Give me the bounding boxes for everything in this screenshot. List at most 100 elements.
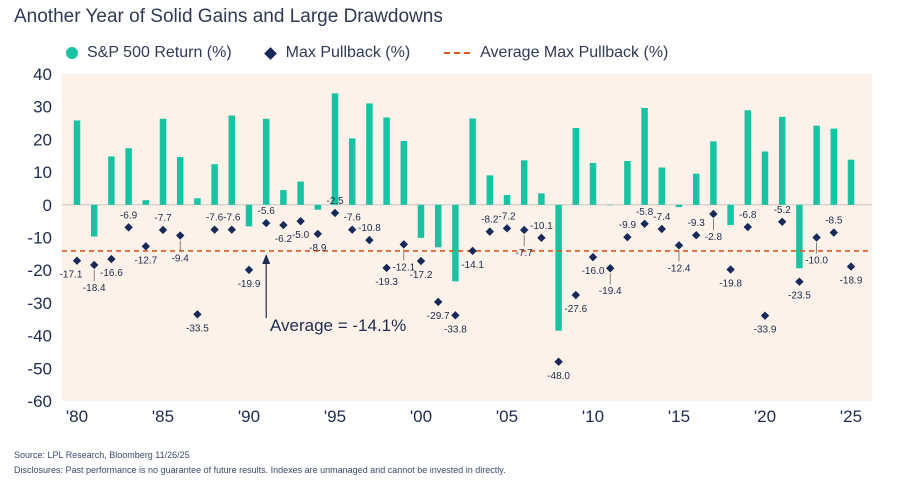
return-bar (813, 125, 820, 205)
x-tick-label: '15 (668, 407, 690, 426)
legend-label-returns: S&P 500 Return (%) (87, 44, 232, 61)
pullback-diamond (176, 231, 185, 240)
pullback-diamond (124, 223, 133, 232)
return-bar (624, 160, 631, 205)
return-bar (469, 118, 476, 205)
pullback-diamond (812, 233, 821, 242)
return-bar (228, 115, 236, 205)
return-bar (434, 204, 442, 248)
pullback-diamond (296, 216, 305, 226)
return-bar (245, 204, 253, 227)
x-tick-label: '05 (496, 407, 518, 426)
pullback-label: -33.5 (186, 323, 209, 334)
average-annotation: Average = -14.1% (270, 316, 406, 335)
return-bar (125, 148, 132, 205)
y-tick-label: 0 (43, 196, 52, 215)
return-bar (606, 204, 614, 206)
pullback-label: -5.8 (636, 207, 654, 218)
pullback-diamond (72, 256, 82, 265)
pullback-label: -14.1 (461, 260, 484, 271)
return-bar (520, 160, 528, 205)
pullback-diamond (623, 232, 632, 242)
pullback-label: -8.9 (309, 243, 327, 254)
legend-dash-icon (444, 52, 471, 54)
pullback-diamond (434, 297, 443, 307)
return-bar (658, 167, 666, 205)
return-bar (73, 120, 81, 205)
pullback-label: -33.9 (754, 325, 777, 336)
x-tick-label: '90 (238, 407, 260, 426)
pullback-label: -5.6 (258, 206, 276, 217)
pullback-label: -18.9 (840, 276, 863, 287)
return-bar (538, 193, 545, 205)
pullback-diamond (451, 311, 460, 320)
pullback-diamond (606, 264, 615, 273)
pullback-label: -10.8 (358, 223, 381, 234)
plot-background (62, 74, 872, 401)
return-bar (314, 204, 322, 210)
y-tick-label: -50 (27, 359, 52, 378)
y-tick-label: -20 (27, 261, 52, 280)
pullback-diamond (571, 290, 580, 300)
y-tick-label: -60 (27, 392, 52, 411)
return-bar (727, 204, 734, 226)
pullback-label: -12.7 (134, 255, 157, 266)
pullback-diamond (90, 260, 99, 270)
chart-title: Another Year of Solid Gains and Large Dr… (14, 6, 443, 27)
pullback-diamond (692, 231, 701, 240)
pullback-label: -19.9 (238, 279, 261, 290)
pullback-diamond (743, 222, 752, 232)
y-tick-label: 40 (33, 65, 52, 84)
pullback-label: -7.7 (516, 248, 534, 259)
x-tick-label: '95 (324, 407, 346, 426)
return-bar (176, 157, 184, 205)
return-bar (417, 204, 425, 238)
pullback-diamond (846, 262, 856, 271)
pullback-diamond (502, 224, 512, 233)
return-bar (486, 175, 494, 205)
pullback-label: -16.0 (582, 266, 605, 277)
pullback-diamond (227, 225, 236, 234)
x-tick-label: '80 (66, 407, 88, 426)
pullback-label: -8.2 (481, 215, 499, 226)
return-bar (194, 198, 201, 205)
return-bar (383, 117, 390, 205)
y-tick-label: -10 (27, 229, 52, 248)
return-bar (280, 190, 287, 205)
return-bar (211, 164, 218, 205)
legend-label-pullback: Max Pullback (%) (285, 44, 411, 61)
pullback-diamond (382, 263, 391, 273)
pullback-diamond (726, 265, 735, 274)
pullback-diamond (313, 229, 322, 239)
pullback-diamond (674, 241, 684, 250)
pullback-diamond (657, 224, 666, 234)
disclosure-note: Disclosures: Past performance is no guar… (14, 465, 506, 475)
pullback-diamond (640, 219, 649, 228)
return-bar (589, 162, 597, 205)
return-bar (675, 204, 683, 208)
pullback-diamond (330, 208, 340, 218)
pullback-diamond (279, 220, 288, 230)
pullback-label: -5.2 (774, 205, 792, 216)
y-tick-label: 30 (33, 98, 52, 117)
x-tick-label: '85 (152, 407, 174, 426)
y-tick-label: -30 (27, 294, 52, 313)
return-bar (366, 103, 373, 205)
pullback-label: -12.4 (668, 263, 691, 274)
legend-item-average: Average Max Pullback (%) (444, 44, 668, 62)
return-bar (796, 204, 803, 269)
pullback-label: -19.8 (719, 279, 742, 290)
pullback-label: -7.4 (653, 212, 671, 223)
legend-dot-icon (66, 47, 78, 59)
pullback-diamond (829, 228, 838, 237)
pullback-label: -48.0 (547, 371, 570, 382)
pullback-label: -29.7 (427, 311, 450, 322)
return-bar (641, 108, 648, 205)
pullback-label: -7.6 (344, 213, 362, 224)
pullback-label: -6.9 (120, 210, 138, 221)
pullback-label: -7.7 (154, 213, 172, 224)
pullback-label: -2.8 (705, 232, 723, 243)
pullback-diamond (193, 310, 202, 319)
pullback-diamond (365, 235, 374, 245)
return-bar (297, 181, 304, 205)
